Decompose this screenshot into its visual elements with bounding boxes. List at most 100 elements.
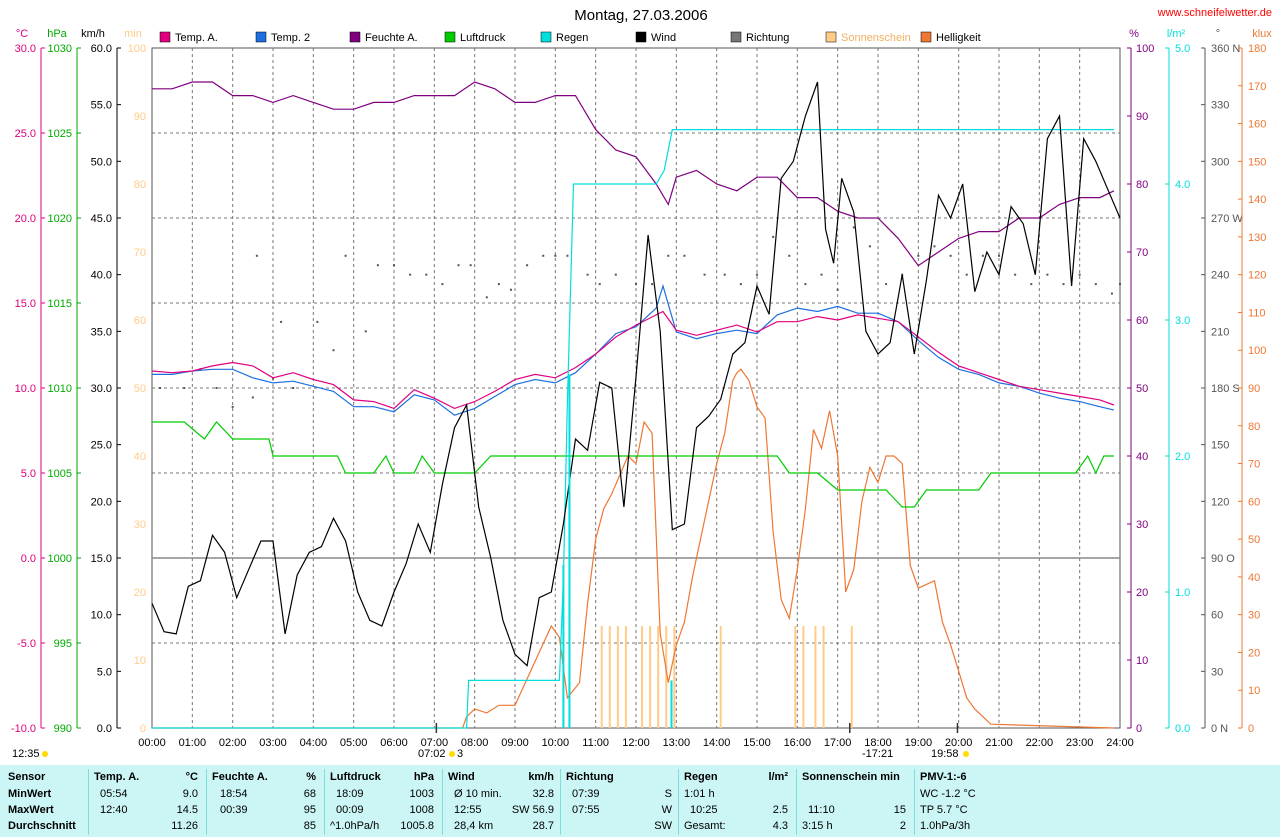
sunset-sun-icon	[963, 751, 969, 757]
richtung-point	[998, 254, 1000, 257]
tick-label-rain: 2.0	[1175, 451, 1190, 463]
sonne-max-time: 11:10	[808, 804, 835, 816]
pmv-pressure-trend: 1.0hPa/3h	[920, 820, 971, 832]
tick-label-sun_min: 10	[134, 655, 146, 667]
legend-swatch	[349, 31, 361, 43]
tick-label-wind: 60.0	[91, 43, 112, 55]
regen-total: 4.3	[772, 820, 788, 832]
richtung-point	[542, 254, 545, 257]
tick-label-sun_min: 30	[134, 519, 146, 531]
tick-label-klux: 130	[1248, 232, 1266, 244]
richtung-point	[1030, 283, 1033, 286]
richtung-point	[683, 254, 686, 257]
tick-label-direction: 330	[1211, 100, 1229, 112]
sunset-time-label: 19:58	[931, 748, 959, 760]
richtung-title: Richtung	[566, 771, 614, 783]
richtung-point	[364, 330, 367, 333]
richtung-max-time: 07:55	[572, 804, 600, 816]
x-tick-label: 03:00	[259, 737, 287, 749]
sunrise-sun-icon	[449, 751, 455, 757]
tick-label-humidity: 90	[1136, 111, 1148, 123]
richtung-point	[739, 283, 742, 286]
richtung-point	[949, 254, 952, 257]
site-link[interactable]: www.schneifelwetter.de	[1157, 7, 1272, 19]
tick-label-pressure: 990	[54, 723, 72, 735]
richtung-point	[868, 245, 871, 248]
sonne-duration: 3:15 h	[802, 820, 833, 832]
tick-label-wind: 5.0	[97, 666, 112, 678]
feuchte-max-time: 00:39	[220, 804, 248, 816]
x-tick-label: 07:00	[421, 737, 449, 749]
richtung-point	[344, 254, 347, 257]
x-tick-label: 17:00	[824, 737, 852, 749]
feuchte-unit: %	[306, 771, 316, 783]
regen-total-label: Gesamt:	[684, 820, 726, 832]
tick-label-humidity: 40	[1136, 451, 1148, 463]
x-tick-label: 21:00	[985, 737, 1013, 749]
tick-label-direction: 240	[1211, 270, 1229, 282]
legend-label: Helligkeit	[936, 32, 981, 44]
stats-feuchte: Feuchte A. % 18:54 68 00:39 95 85	[212, 765, 320, 837]
tick-label-sun_min: 90	[134, 111, 146, 123]
richtung-min: S	[664, 788, 672, 800]
tick-label-klux: 30	[1248, 610, 1260, 622]
tick-label-klux: 160	[1248, 119, 1266, 131]
right-axes: % l/m² ° klux10090807060504030201005.04.03.…	[1127, 28, 1272, 735]
series-line-temp-a-	[151, 310, 1115, 410]
tick-label-humidity: 80	[1136, 179, 1148, 191]
tick-label-direction: 270 W	[1211, 213, 1243, 225]
tick-label-rain: 0.0	[1175, 723, 1190, 735]
tick-label-klux: 140	[1248, 194, 1266, 206]
tick-label-sun_min: 100	[128, 43, 146, 55]
tick-label-wind: 30.0	[91, 383, 112, 395]
richtung-point	[836, 288, 839, 291]
tick-label-temp: 20.0	[15, 213, 36, 225]
wind-title: Wind	[448, 771, 475, 783]
tick-label-rain: 4.0	[1175, 179, 1190, 191]
tick-label-direction: 0 N	[1211, 723, 1228, 735]
tick-label-temp: 10.0	[15, 383, 36, 395]
tick-label-direction: 360 N	[1211, 43, 1240, 55]
tick-label-temp: 30.0	[15, 43, 36, 55]
tick-label-sun_min: 40	[134, 451, 146, 463]
regen-max-time: 10:25	[690, 804, 718, 816]
tick-label-wind: 40.0	[91, 270, 112, 282]
tick-label-klux: 40	[1248, 572, 1260, 584]
tick-label-klux: 170	[1248, 81, 1266, 93]
richtung-point	[183, 387, 186, 389]
tick-label-klux: 150	[1248, 156, 1266, 168]
tick-label-klux: 0	[1248, 723, 1254, 735]
series-line-feuchte-a-	[152, 81, 1115, 267]
x-tick-label: 11:00	[582, 737, 609, 749]
richtung-point	[614, 273, 617, 276]
tick-label-direction: 90 O	[1211, 553, 1235, 565]
feuchte-title: Feuchte A.	[212, 771, 268, 783]
sonne-avg: 2	[899, 820, 906, 832]
row-label-avg: Durchschnitt	[8, 820, 76, 832]
x-tick-label: 13:00	[663, 737, 691, 749]
x-tick-label: 06:00	[380, 737, 408, 749]
tick-label-wind: 35.0	[91, 326, 112, 338]
legend-swatch	[920, 31, 932, 43]
tick-label-direction: 180 S	[1211, 383, 1240, 395]
richtung-point	[635, 283, 637, 286]
row-label-sensor: Sensor	[8, 771, 46, 783]
wind-avg10-label: Ø 10 min.	[454, 788, 502, 800]
tick-label-rain: 3.0	[1175, 315, 1190, 327]
sonne-max: 15	[893, 804, 906, 816]
tick-label-humidity: 100	[1136, 43, 1154, 55]
tick-label-klux: 20	[1248, 647, 1260, 659]
left-axes: °C hPa km/h min 30.0 25.0 20.0 15.0 10.0 5.0 0.0 -5…	[11, 28, 146, 735]
tick-label-wind: 25.0	[91, 440, 112, 452]
x-tick-label: 05:00	[340, 737, 368, 749]
axis-unit-left: km/h	[81, 28, 105, 40]
series-line-regen	[152, 129, 1114, 729]
x-tick-label: 16:00	[784, 737, 812, 749]
richtung-point	[255, 254, 258, 257]
richtung-point	[393, 264, 395, 267]
tick-label-humidity: 50	[1136, 383, 1148, 395]
tick-label-klux: 110	[1248, 307, 1266, 319]
wind-distance: 28,4 km	[454, 820, 494, 832]
axis-unit-right: %	[1129, 28, 1139, 40]
tick-label-sun_min: 80	[134, 179, 146, 191]
